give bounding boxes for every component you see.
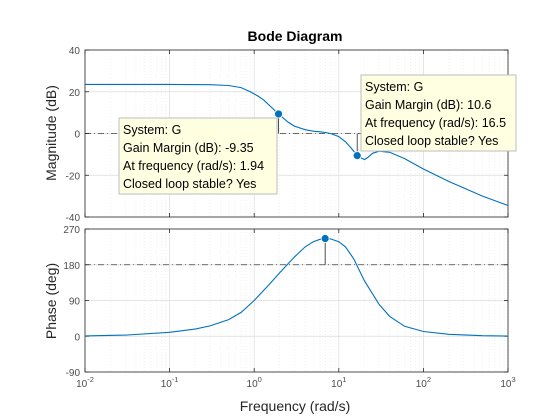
x-tick-label: 102 [416, 375, 431, 390]
datatip-line: Gain Margin (dB): 10.6 [365, 98, 491, 112]
datatips: System: G Gain Margin (dB): -9.35 At frequ… [118, 74, 517, 195]
x-tick-label: 10-2 [76, 375, 94, 390]
y-tick-label: 90 [69, 297, 81, 308]
y-tick-label: 40 [69, 46, 81, 57]
y-tick-label: 180 [63, 261, 80, 272]
datatip-line: At frequency (rad/s): 1.94 [123, 159, 264, 173]
y-tick-label: -90 [66, 368, 81, 379]
datatip-line: Closed loop stable? Yes [365, 134, 498, 148]
datatip-line: System: G [123, 123, 181, 137]
x-tick-label: 100 [247, 375, 262, 390]
datatip-box [118, 117, 278, 195]
y-tick-label: 0 [74, 130, 80, 141]
datatip-line: System: G [365, 80, 423, 94]
x-tick-label: 10-1 [161, 375, 179, 390]
data-marker[interactable] [352, 151, 362, 161]
y-tick-label: -40 [66, 213, 81, 224]
datatip-line: Gain Margin (dB): -9.35 [123, 141, 254, 155]
x-tick-label: 101 [331, 375, 346, 390]
y-tick-label: 20 [69, 88, 81, 99]
datatip-line: At frequency (rad/s): 16.5 [365, 116, 506, 130]
x-tick-label: 103 [500, 375, 515, 390]
data-marker[interactable] [274, 109, 283, 119]
frequency-axis-label: Frequency (rad/s) [240, 398, 350, 414]
y-tick-label: -20 [66, 171, 81, 182]
datatip-line: Closed loop stable? Yes [123, 177, 256, 191]
phase-panel: -90 0 90 180 270 [63, 225, 509, 379]
y-tick-label: 270 [63, 225, 80, 236]
x-tick-labels: 10-2 10-1 100 101 102 103 [76, 375, 516, 390]
datatip-1: System: G Gain Margin (dB): -9.35 At frequ… [118, 117, 278, 195]
phase-axis-label: Phase (deg) [43, 263, 59, 339]
datatip-box [360, 74, 517, 152]
data-marker[interactable] [320, 234, 330, 243]
magnitude-axis-label: Magnitude (dB) [43, 85, 59, 181]
series-line [85, 83, 509, 207]
datatip-2: System: G Gain Margin (dB): 10.6 At freque… [360, 74, 517, 152]
y-tick-label: 0 [74, 332, 80, 343]
series-line [84, 237, 509, 337]
chart-title: Bode Diagram [248, 28, 343, 44]
